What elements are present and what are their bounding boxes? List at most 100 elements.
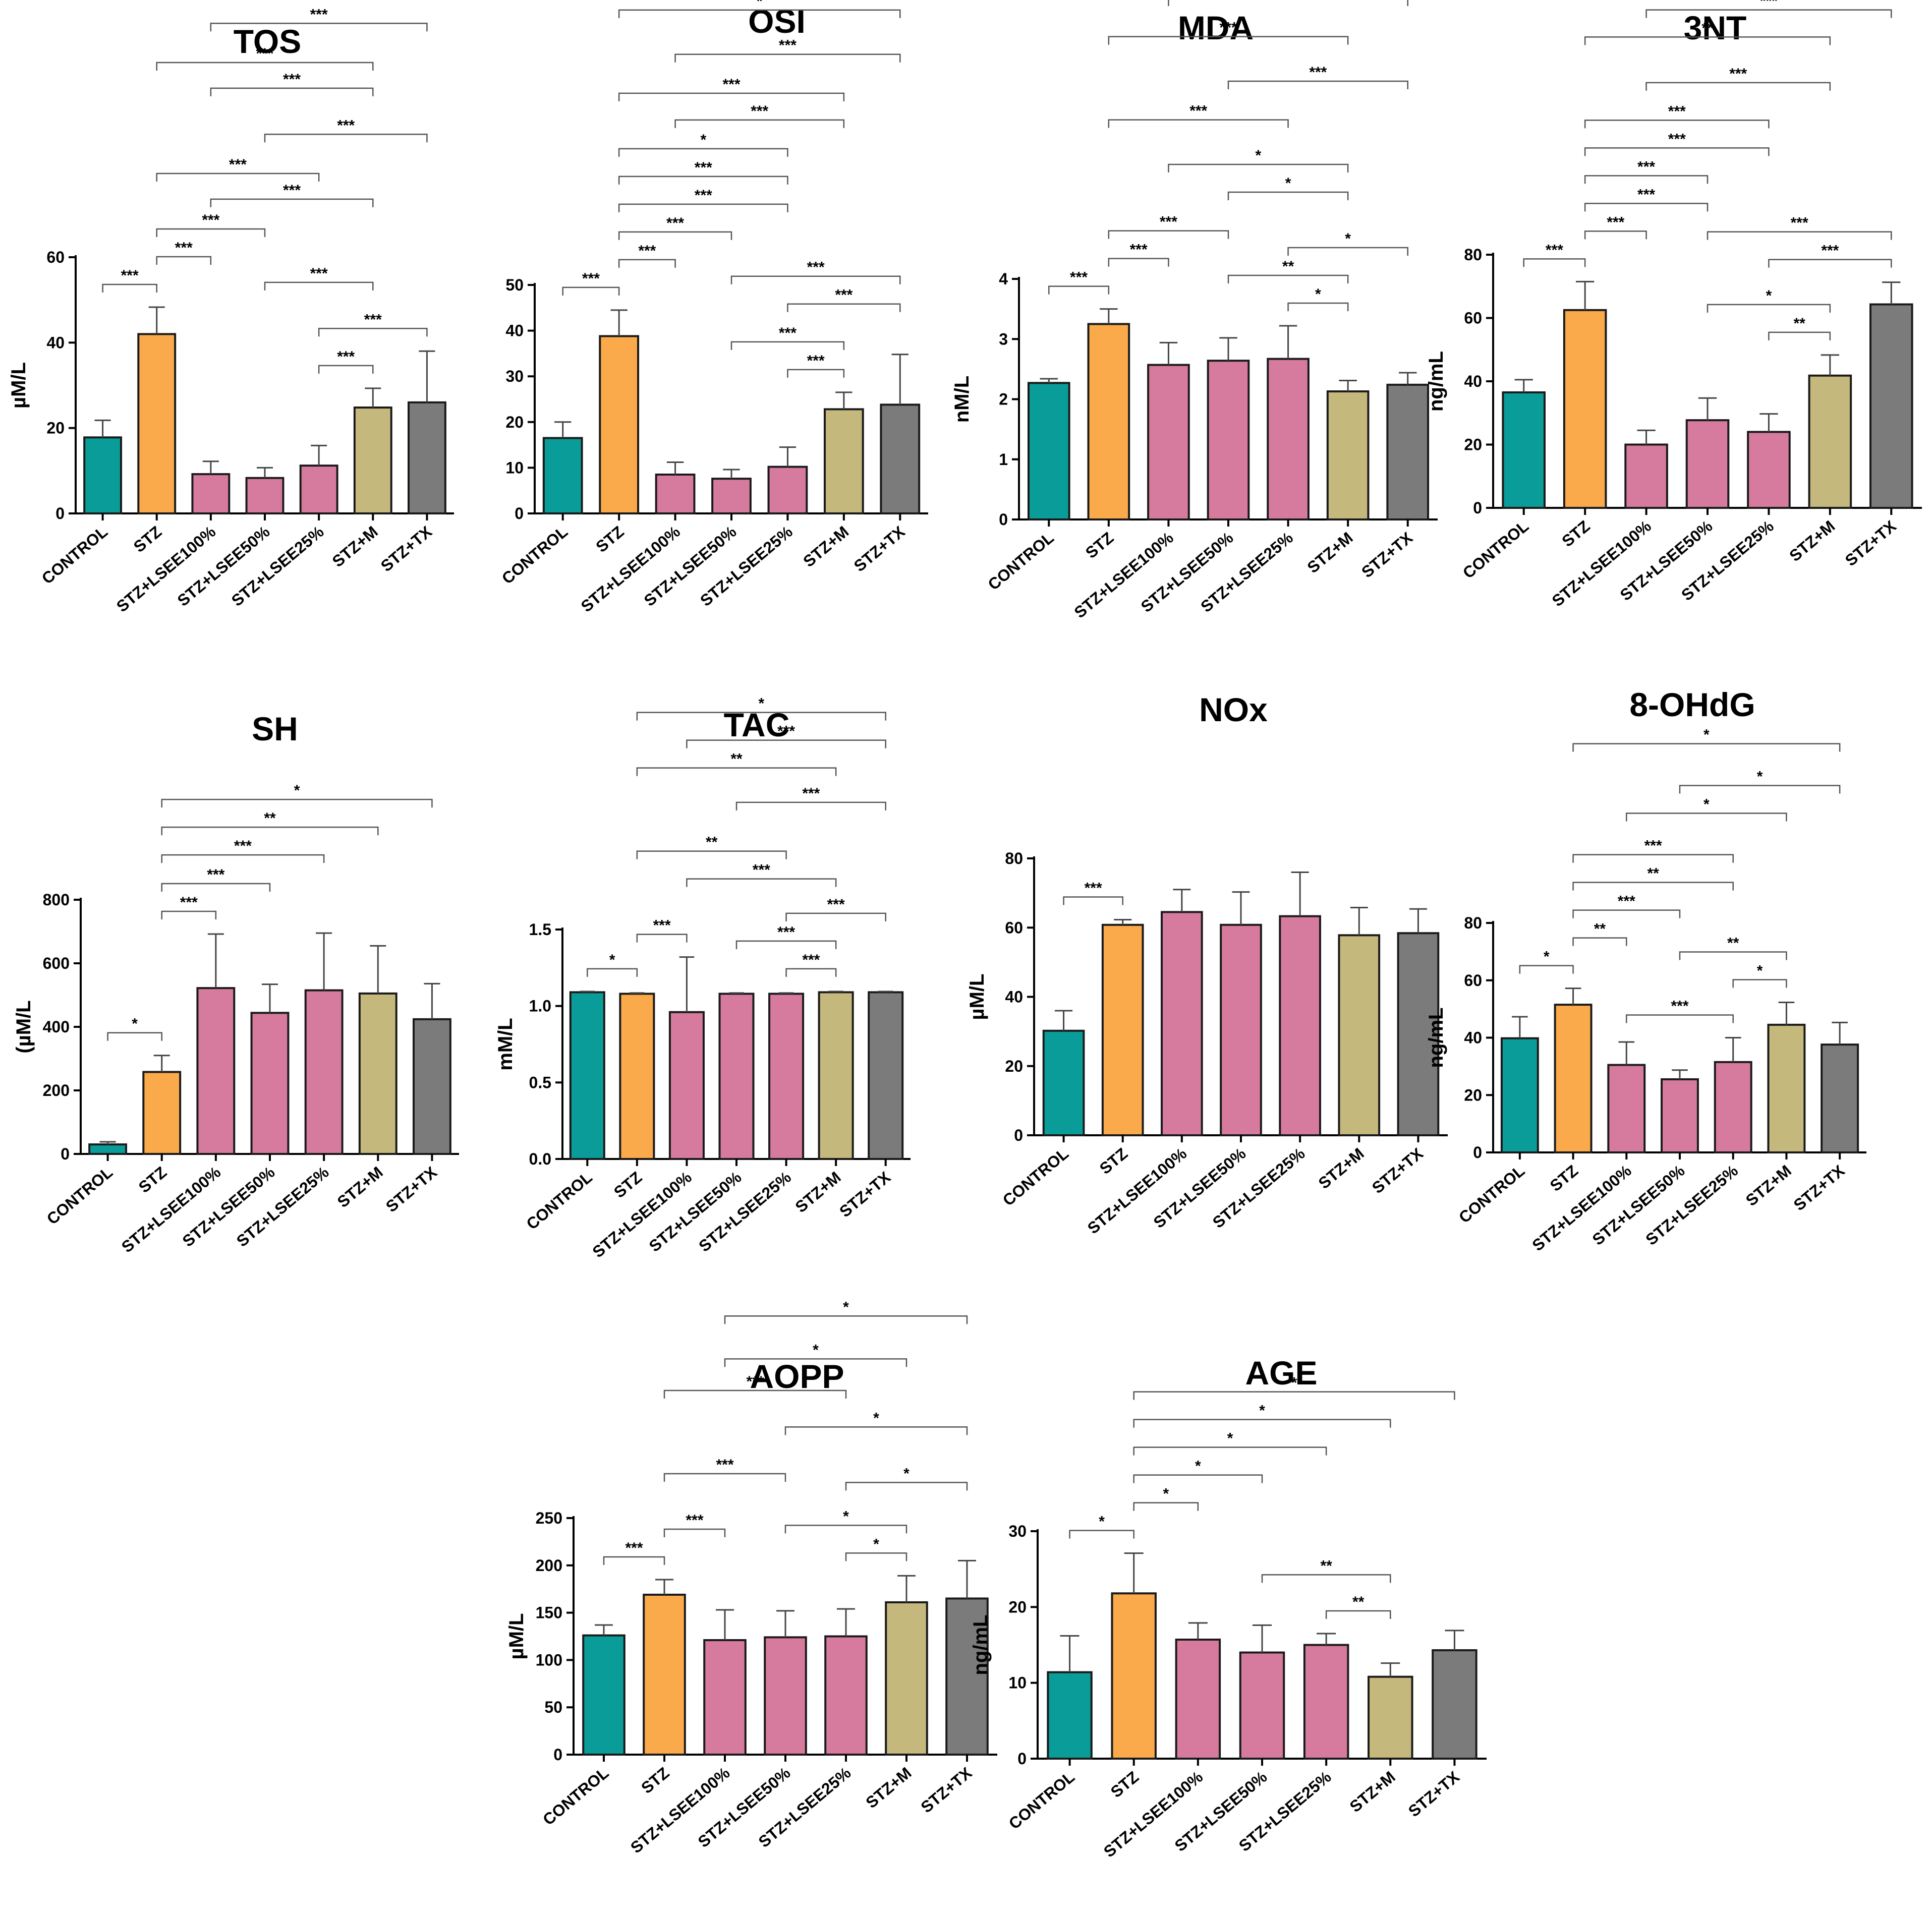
significance-label: *** xyxy=(175,240,193,256)
panel-title: NOx xyxy=(1199,691,1268,728)
y-axis-label: µM/L xyxy=(966,974,988,1020)
y-tick-label: 10 xyxy=(505,458,524,477)
significance-bracket xyxy=(318,365,374,374)
significance-bracket xyxy=(784,1525,907,1534)
significance-label: * xyxy=(1291,1375,1297,1391)
bar-stz-lsee25- xyxy=(824,1635,868,1756)
bar-stz-lsee100- xyxy=(191,473,231,515)
significance-bracket xyxy=(636,850,787,859)
category-label: STZ+M xyxy=(334,1163,386,1211)
category-label: STZ+M xyxy=(1346,1768,1399,1816)
significance-bracket xyxy=(663,1473,786,1482)
bar-stz-tx xyxy=(1397,932,1440,1136)
bar-stz-lsee50- xyxy=(711,478,752,514)
bar-stz xyxy=(619,993,655,1160)
panel-title: TOS xyxy=(234,23,301,60)
significance-bracket xyxy=(1707,304,1831,313)
bar-control xyxy=(1042,1029,1085,1136)
category-label: STZ+LSEE50% xyxy=(179,1163,278,1250)
category-label: CONTROL xyxy=(1005,1768,1078,1833)
significance-label: *** xyxy=(779,37,797,54)
significance-label: *** xyxy=(202,212,219,228)
category-label: STZ+LSEE100% xyxy=(113,523,219,616)
y-axis-label: mM/L xyxy=(494,1018,517,1070)
significance-label: *** xyxy=(1546,242,1563,258)
y-tick-label: 40 xyxy=(1005,988,1023,1006)
y-tick-label: 0 xyxy=(1017,1750,1027,1768)
significance-bracket xyxy=(724,1315,968,1324)
significance-label: *** xyxy=(1644,838,1662,854)
significance-label: ** xyxy=(1594,921,1606,938)
significance-bracket xyxy=(618,259,676,268)
significance-label: *** xyxy=(1729,66,1747,82)
category-label: STZ+LSEE100% xyxy=(1084,1144,1190,1238)
significance-bracket xyxy=(618,176,788,185)
y-tick-label: 20 xyxy=(505,413,524,431)
significance-bracket xyxy=(1227,191,1349,201)
significance-label: ** xyxy=(1793,315,1805,332)
significance-label: *** xyxy=(835,287,853,304)
significance-bracket xyxy=(264,281,374,291)
category-label: STZ+TX xyxy=(1405,1767,1463,1820)
significance-bracket xyxy=(1108,36,1349,45)
significance-label: *** xyxy=(802,785,820,802)
significance-label: ** xyxy=(1320,1557,1332,1574)
significance-label: *** xyxy=(625,1540,643,1556)
significance-bracket xyxy=(1261,1574,1391,1583)
significance-bracket xyxy=(1584,175,1709,184)
significance-label: * xyxy=(1285,175,1291,192)
significance-label: *** xyxy=(1637,158,1655,175)
category-label: STZ+LSEE50% xyxy=(174,523,273,610)
y-tick-label: 20 xyxy=(1005,1057,1023,1075)
significance-label: *** xyxy=(121,267,139,284)
category-label: STZ+LSEE25% xyxy=(697,523,796,610)
significance-bracket xyxy=(1168,163,1349,173)
significance-label: *** xyxy=(337,349,355,365)
significance-label: * xyxy=(1757,963,1763,979)
category-label: STZ xyxy=(130,523,165,556)
bar-stz-lsee25- xyxy=(1279,915,1321,1136)
significance-bracket xyxy=(1768,259,1892,268)
bar-stz-lsee100- xyxy=(196,987,236,1155)
bar-stz-m xyxy=(1808,374,1852,509)
significance-bracket xyxy=(785,912,886,921)
significance-label: * xyxy=(1227,1430,1233,1447)
significance-bracket xyxy=(1572,743,1841,752)
significance-bracket xyxy=(161,883,271,892)
significance-bracket xyxy=(730,341,845,350)
significance-label: * xyxy=(813,1342,819,1358)
significance-label: *** xyxy=(807,353,825,369)
significance-bracket xyxy=(1063,896,1123,905)
significance-label: *** xyxy=(1160,214,1177,230)
significance-label: *** xyxy=(283,182,301,199)
bar-stz-lsee25- xyxy=(299,465,338,515)
y-axis-label: µM/L xyxy=(8,362,30,409)
category-label: STZ+M xyxy=(1303,529,1356,577)
significance-bracket xyxy=(784,1426,968,1435)
significance-bracket xyxy=(1108,230,1229,239)
bar-stz-lsee100- xyxy=(1147,364,1190,521)
bar-stz xyxy=(1563,309,1607,509)
bar-stz-lsee100- xyxy=(1607,1064,1646,1153)
bar-stz xyxy=(1111,1592,1157,1760)
bar-stz-lsee100- xyxy=(1624,443,1668,509)
y-tick-label: 600 xyxy=(43,954,70,972)
panel-sh: SH 0 200 400 600 800 (µM/L CONTROL STZSTZ+LSEE10… xyxy=(13,710,459,1256)
significance-bracket xyxy=(1519,965,1574,974)
significance-bracket xyxy=(1108,258,1169,267)
category-label: STZ+TX xyxy=(850,522,909,575)
category-label: STZ+TX xyxy=(917,1763,976,1816)
significance-bracket xyxy=(674,53,901,63)
significance-bracket xyxy=(1584,36,1831,45)
significance-bracket xyxy=(102,283,157,293)
y-tick-label: 0 xyxy=(515,504,524,523)
bar-stz-lsee100- xyxy=(668,1011,705,1160)
category-label: STZ xyxy=(1082,529,1117,562)
category-label: STZ+M xyxy=(862,1764,915,1812)
significance-bracket xyxy=(1584,147,1770,156)
bar-stz-lsee100- xyxy=(1175,1638,1221,1760)
